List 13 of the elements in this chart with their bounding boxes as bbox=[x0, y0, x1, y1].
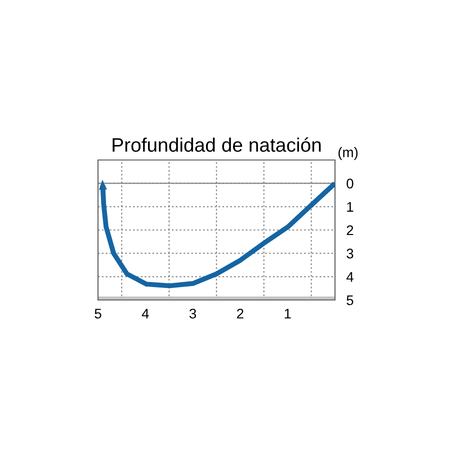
x-tick-label: 5 bbox=[94, 308, 102, 319]
y-tick-label: 1 bbox=[347, 202, 354, 212]
x-tick-label: 3 bbox=[189, 308, 196, 319]
y-tick-label: 4 bbox=[346, 272, 354, 282]
y-tick-label: 0 bbox=[346, 178, 354, 189]
x-tick-label: 2 bbox=[237, 308, 244, 318]
y-tick-label: 3 bbox=[346, 248, 354, 259]
y-axis-title: (m) bbox=[338, 147, 358, 160]
x-tick-label: 1 bbox=[284, 308, 291, 318]
y-tick-label: 2 bbox=[346, 225, 354, 236]
x-tick-label: 4 bbox=[142, 308, 149, 318]
chart-title: Profundidad de natación bbox=[112, 137, 321, 152]
y-tick-label: 5 bbox=[346, 295, 354, 306]
